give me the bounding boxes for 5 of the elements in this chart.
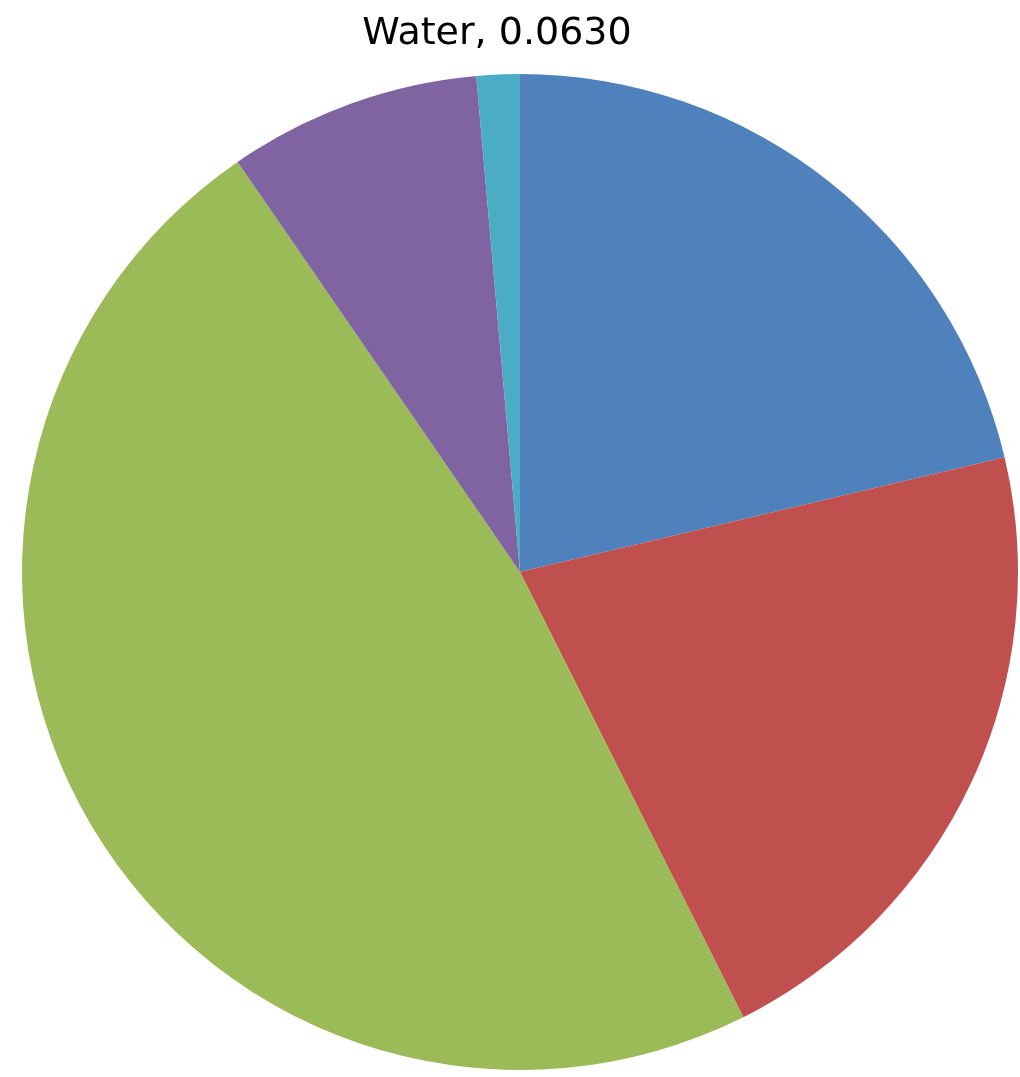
pie-slice [22,161,744,1070]
pie-slice [520,74,1005,572]
pie-slice [237,75,520,572]
chart-title: Water, 0.0630 [362,9,632,53]
pie-slice [520,457,1018,1018]
